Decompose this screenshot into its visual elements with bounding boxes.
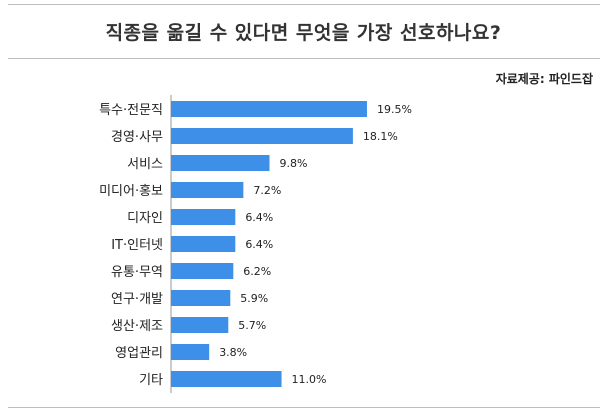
category-label: 미디어·홍보 — [99, 184, 163, 199]
top-rule — [8, 4, 600, 5]
value-label: 6.4% — [245, 238, 273, 251]
bar — [171, 209, 236, 225]
category-label: IT·인터넷 — [111, 238, 163, 253]
value-label: 19.5% — [377, 103, 412, 116]
category-label: 연구·개발 — [111, 292, 163, 307]
category-label: 디자인 — [127, 211, 163, 226]
value-label: 11.0% — [292, 373, 327, 386]
chart-title: 직종을 옮길 수 있다면 무엇을 가장 선호하나요? — [105, 22, 502, 44]
bar — [171, 128, 353, 144]
bar — [171, 155, 270, 171]
category-label: 특수·전문직 — [99, 103, 163, 118]
value-label: 3.8% — [219, 346, 247, 359]
category-label: 유통·무역 — [111, 265, 163, 280]
category-label: 생산·제조 — [111, 319, 163, 334]
category-label: 서비스 — [127, 157, 163, 172]
value-label: 6.2% — [243, 265, 271, 278]
bar — [171, 344, 210, 360]
title-divider — [8, 58, 600, 59]
bar — [171, 236, 236, 252]
bar — [171, 101, 367, 117]
bottom-rule — [8, 407, 600, 408]
source-label: 자료제공: 파인드잡 — [495, 72, 593, 86]
bar — [171, 371, 282, 387]
bar — [171, 182, 244, 198]
value-label: 7.2% — [253, 184, 281, 197]
value-label: 5.9% — [240, 292, 268, 305]
value-label: 5.7% — [238, 319, 266, 332]
category-label: 경영·사무 — [111, 130, 163, 145]
bar — [171, 263, 234, 279]
bar — [171, 290, 231, 306]
category-label: 영업관리 — [115, 346, 163, 361]
value-label: 9.8% — [279, 157, 307, 170]
value-label: 6.4% — [245, 211, 273, 224]
category-label: 기타 — [139, 373, 163, 388]
value-label: 18.1% — [363, 130, 398, 143]
bar — [171, 317, 229, 333]
